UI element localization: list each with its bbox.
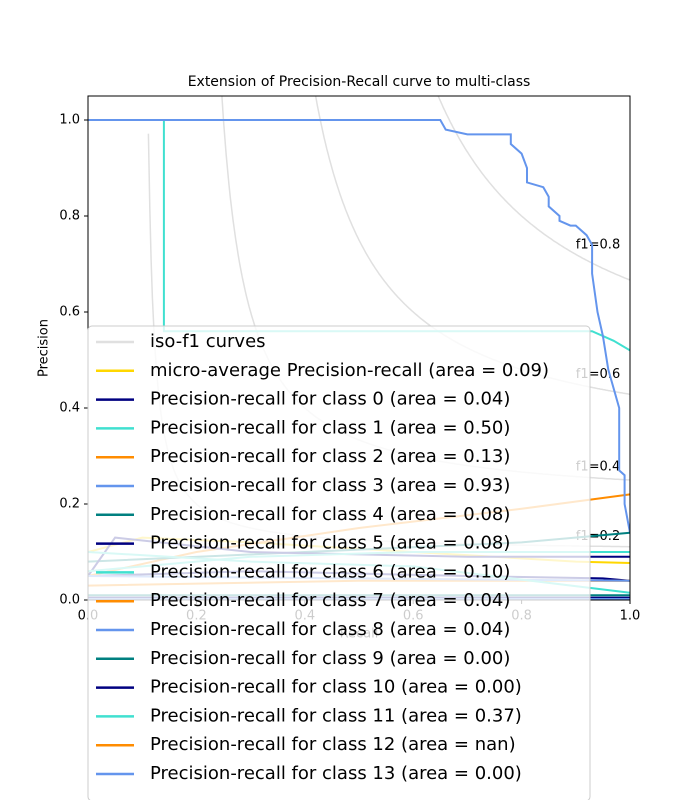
legend-label: Precision-recall for class 12 (area = na… [150,734,516,755]
y-axis-label: Precision [37,319,52,377]
y-tick-label: 1.0 [59,113,80,128]
legend-label: iso-f1 curves [150,331,266,352]
chart-title: Extension of Precision-Recall curve to m… [188,74,531,90]
legend-label: Precision-recall for class 1 (area = 0.5… [150,417,510,438]
y-tick-label: 0.2 [59,497,80,512]
legend-label: Precision-recall for class 11 (area = 0.… [150,705,522,726]
legend-label: Precision-recall for class 3 (area = 0.9… [150,475,510,496]
legend-label: Precision-recall for class 7 (area = 0.0… [150,590,510,611]
legend: iso-f1 curves micro-average Precision-rec… [87,325,591,800]
iso-f1-label: f1=0.8 [576,237,620,252]
legend-label: Precision-recall for class 6 (area = 0.1… [150,561,510,582]
legend-label: Precision-recall for class 2 (area = 0.1… [150,446,510,467]
pr-curve [88,119,630,533]
y-tick-label: 0.0 [59,593,80,608]
legend-label: Precision-recall for class 8 (area = 0.0… [150,619,510,640]
y-tick-label: 0.6 [59,305,80,320]
legend-label: Precision-recall for class 9 (area = 0.0… [150,648,510,669]
y-tick-label: 0.8 [59,209,80,224]
legend-box [87,325,591,800]
iso-f1-curve [437,96,630,281]
legend-label: Precision-recall for class 0 (area = 0.0… [150,389,510,410]
legend-label: Precision-recall for class 5 (area = 0.0… [150,533,510,554]
legend-label: Precision-recall for class 4 (area = 0.0… [150,504,510,525]
x-tick-label: 1.0 [620,609,641,624]
y-tick-label: 0.4 [59,401,80,416]
legend-label: Precision-recall for class 10 (area = 0.… [150,677,522,698]
legend-label: Precision-recall for class 13 (area = 0.… [150,763,522,784]
legend-label: micro-average Precision-recall (area = 0… [150,360,549,381]
